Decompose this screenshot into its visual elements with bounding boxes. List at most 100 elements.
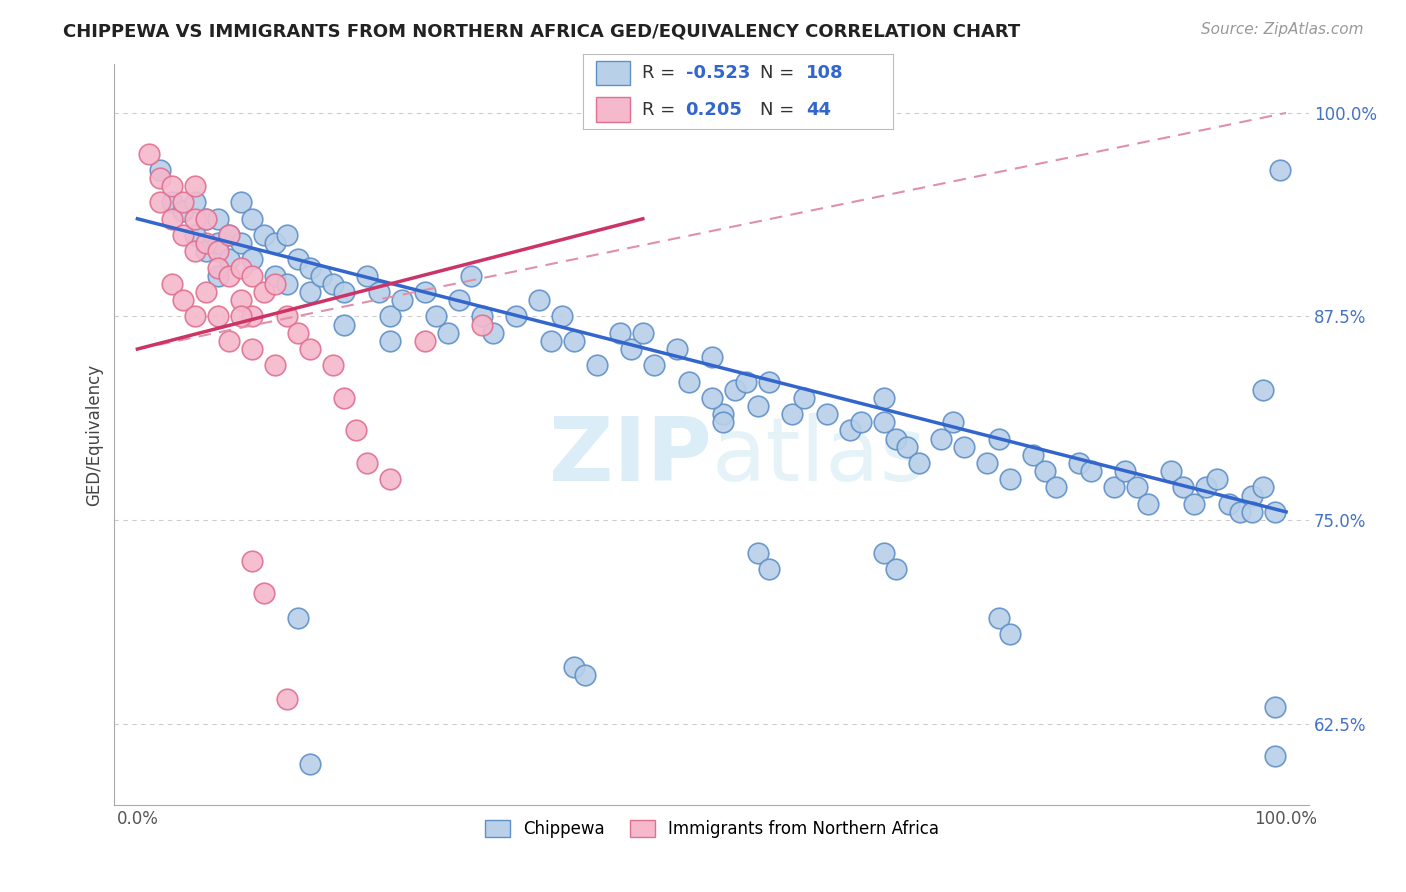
Y-axis label: GED/Equivalency: GED/Equivalency	[86, 363, 103, 506]
Point	[276, 228, 298, 243]
Point	[207, 310, 229, 324]
Point	[711, 407, 734, 421]
Point	[1251, 383, 1274, 397]
Text: ZIP: ZIP	[548, 413, 711, 500]
Point	[1229, 505, 1251, 519]
Point	[240, 342, 263, 356]
Point	[1033, 464, 1056, 478]
Point	[207, 244, 229, 259]
Text: N =: N =	[759, 64, 800, 82]
Text: atlas: atlas	[711, 413, 927, 500]
Point	[413, 285, 436, 299]
Point	[447, 293, 470, 308]
Point	[747, 399, 769, 413]
Point	[1240, 505, 1263, 519]
Point	[1270, 162, 1292, 177]
Point	[184, 179, 207, 194]
Point	[172, 228, 194, 243]
Point	[229, 195, 252, 210]
Point	[942, 415, 965, 429]
Point	[264, 236, 287, 251]
Point	[172, 203, 194, 218]
Point	[849, 415, 872, 429]
Point	[987, 432, 1010, 446]
Point	[1182, 497, 1205, 511]
Point	[1160, 464, 1182, 478]
Point	[758, 375, 780, 389]
Point	[620, 342, 643, 356]
Point	[884, 562, 907, 576]
Point	[344, 424, 367, 438]
Point	[253, 228, 276, 243]
Point	[276, 310, 298, 324]
Point	[953, 440, 976, 454]
Point	[160, 277, 183, 291]
Point	[367, 285, 389, 299]
Point	[378, 472, 401, 486]
Point	[322, 277, 344, 291]
Point	[1206, 472, 1229, 486]
Point	[322, 359, 344, 373]
Point	[1251, 480, 1274, 494]
Point	[540, 334, 562, 348]
Point	[149, 195, 172, 210]
Point	[747, 546, 769, 560]
Point	[529, 293, 551, 308]
Text: R =: R =	[643, 101, 682, 119]
Point	[276, 692, 298, 706]
Point	[586, 359, 609, 373]
Point	[160, 179, 183, 194]
Point	[711, 415, 734, 429]
Text: 0.205: 0.205	[686, 101, 742, 119]
Point	[1240, 489, 1263, 503]
Point	[195, 244, 218, 259]
Point	[505, 310, 527, 324]
Point	[378, 310, 401, 324]
Point	[551, 310, 574, 324]
Point	[195, 211, 218, 226]
Point	[700, 391, 723, 405]
Point	[160, 211, 183, 226]
Point	[229, 310, 252, 324]
Point	[1264, 700, 1286, 714]
Point	[1069, 456, 1091, 470]
Point	[264, 359, 287, 373]
Point	[229, 260, 252, 275]
Point	[884, 432, 907, 446]
Point	[666, 342, 689, 356]
Text: CHIPPEWA VS IMMIGRANTS FROM NORTHERN AFRICA GED/EQUIVALENCY CORRELATION CHART: CHIPPEWA VS IMMIGRANTS FROM NORTHERN AFR…	[63, 22, 1021, 40]
Point	[460, 268, 482, 283]
Point	[1102, 480, 1125, 494]
Point	[907, 456, 929, 470]
Point	[218, 334, 240, 348]
FancyBboxPatch shape	[596, 62, 630, 86]
Text: R =: R =	[643, 64, 682, 82]
Point	[1000, 472, 1022, 486]
Point	[264, 268, 287, 283]
Point	[160, 195, 183, 210]
Point	[1264, 749, 1286, 764]
Point	[253, 586, 276, 600]
Point	[1195, 480, 1218, 494]
Point	[184, 244, 207, 259]
Point	[264, 277, 287, 291]
Point	[138, 146, 160, 161]
Point	[184, 310, 207, 324]
Point	[240, 211, 263, 226]
Point	[333, 318, 356, 332]
Point	[700, 350, 723, 364]
Point	[229, 293, 252, 308]
Text: 108: 108	[806, 64, 844, 82]
Point	[218, 228, 240, 243]
Point	[1000, 627, 1022, 641]
Point	[873, 546, 896, 560]
Point	[218, 268, 240, 283]
Point	[758, 562, 780, 576]
Point	[562, 659, 585, 673]
Point	[309, 268, 332, 283]
Point	[471, 318, 494, 332]
Point	[333, 285, 356, 299]
Point	[1137, 497, 1160, 511]
Point	[609, 326, 631, 340]
Text: N =: N =	[759, 101, 800, 119]
